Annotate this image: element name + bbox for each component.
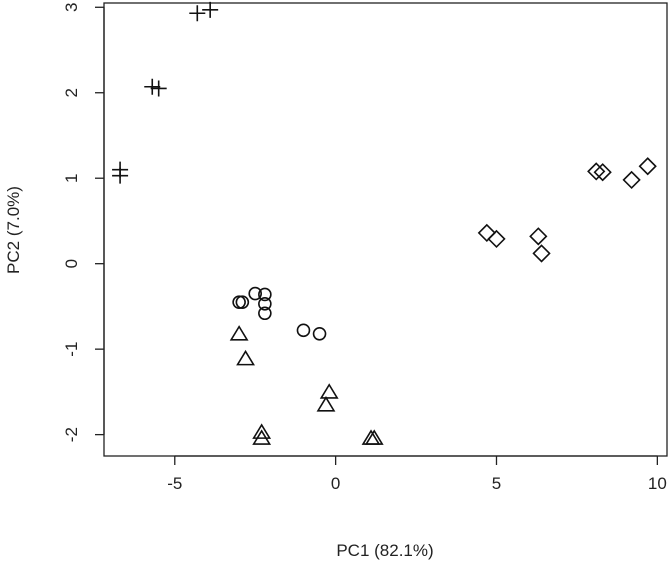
circle-marker	[232, 295, 246, 309]
diamond-marker	[593, 163, 612, 182]
x-axis-title: PC1 (82.1%)	[336, 541, 433, 560]
diamond-marker	[622, 170, 641, 190]
x-tick-label: 5	[492, 474, 501, 493]
y-axis-title: PC2 (7.0%)	[4, 186, 23, 274]
plus-marker	[112, 167, 129, 184]
circle-marker	[248, 286, 263, 301]
triangle-marker	[364, 429, 384, 445]
diamond-marker	[477, 223, 496, 243]
plus-marker	[150, 80, 167, 97]
x-tick-label: 10	[648, 474, 667, 493]
triangle-marker	[236, 349, 255, 366]
circle-marker	[258, 297, 272, 311]
triangle-marker	[229, 325, 249, 341]
plus-marker	[144, 78, 161, 95]
triangle-marker	[252, 423, 272, 439]
diamond-marker	[532, 244, 551, 263]
triangle-marker	[319, 383, 339, 399]
diamond-marker	[487, 229, 506, 249]
y-tick-label: -1	[62, 342, 81, 357]
circle-marker	[312, 326, 327, 341]
triangle-marker	[252, 429, 272, 445]
y-tick-label: -2	[62, 427, 81, 442]
diamond-marker	[529, 227, 548, 246]
diamond-marker	[638, 157, 657, 176]
y-tick-label: 3	[62, 3, 81, 12]
y-axis: -2 -1 0 1 2 3	[62, 3, 105, 442]
x-tick-label: -5	[167, 474, 182, 493]
y-tick-label: 0	[62, 259, 81, 268]
diamond-marker	[587, 162, 606, 181]
y-tick-label: 2	[62, 88, 81, 97]
circle-marker	[258, 306, 272, 321]
circle-marker	[258, 287, 272, 302]
x-axis: -5 0 5 10	[167, 455, 667, 493]
triangle-marker	[316, 396, 336, 412]
plus-marker	[189, 5, 206, 22]
y-tick-label: 1	[62, 173, 81, 182]
plus-marker	[202, 1, 219, 18]
circle-marker	[296, 323, 311, 338]
circle-marker	[235, 295, 250, 309]
x-tick-label: 0	[331, 474, 340, 493]
data-points	[112, 1, 657, 445]
